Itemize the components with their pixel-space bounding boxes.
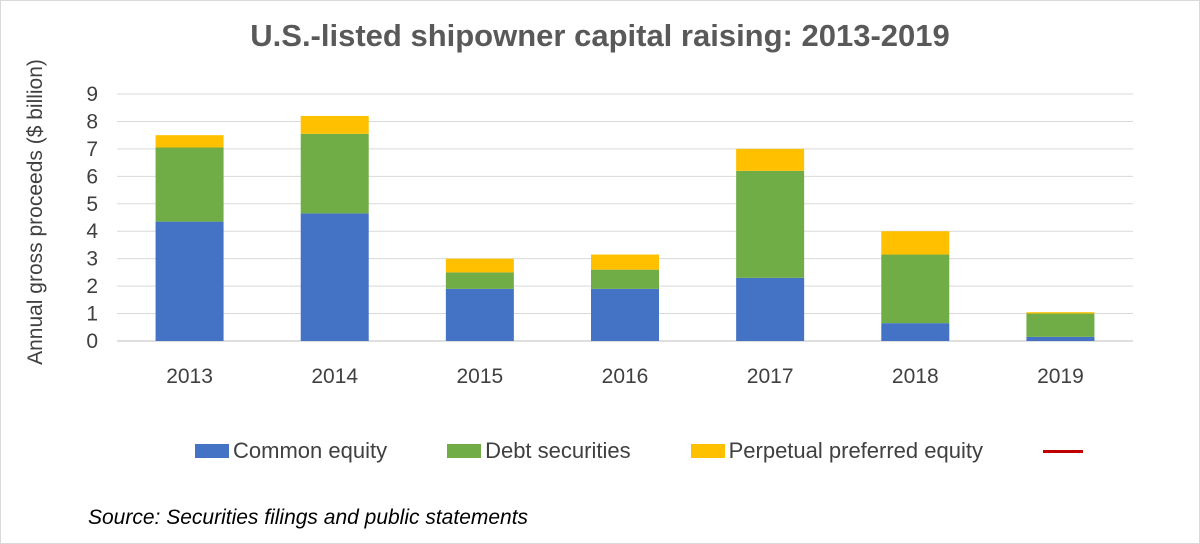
legend-label-perpetual-preferred: Perpetual preferred equity [728,438,983,463]
legend-line-swatch [1042,449,1083,453]
bar-debt-securities-2015 [445,272,514,289]
y-tick-label: 8 [86,110,98,133]
bar-common-equity-2018 [881,323,950,341]
legend-label-debt-securities: Debt securities [485,438,631,463]
bar-common-equity-2013 [155,221,224,341]
source-note: Source: Securities filings and public st… [88,506,529,529]
legend: Common equity Debt securities Perpetual … [195,438,1143,464]
bar-perpetual-preferred-equity-2019 [1026,312,1095,314]
chart-area: 0 1 2 3 4 5 6 7 8 9 Annual gross proceeds ($ billi… [24,59,1133,388]
y-axis-label: Annual gross proceeds ($ billion) [24,59,47,365]
chart-title: U.S.-listed shipowner capital raising: 2… [250,18,950,53]
y-tick-label: 9 [86,83,98,106]
bar-perpetual-preferred-equity-2017 [736,148,805,171]
y-tick-label: 1 [86,303,98,326]
bar-debt-securities-2019 [1026,313,1095,337]
bar-debt-securities-2014 [300,133,369,214]
bar-perpetual-preferred-equity-2016 [591,254,659,270]
legend-swatch-debt-securities [447,444,482,458]
bar-common-equity-2015 [445,288,514,341]
y-tick-label: 4 [86,220,98,243]
bar-perpetual-preferred-equity-2015 [445,258,514,273]
bar-common-equity-2017 [736,277,805,341]
x-tick-label: 2018 [892,365,939,388]
legend-swatch-perpetual-preferred [690,444,725,458]
y-tick-label: 2 [86,275,98,298]
x-tick-label: 2017 [747,365,794,388]
bar-debt-securities-2017 [736,170,805,278]
bar-perpetual-preferred-equity-2013 [155,135,224,148]
bar-perpetual-preferred-equity-2018 [881,231,950,255]
x-tick-label: 2013 [166,365,213,388]
bar-debt-securities-2013 [155,147,224,222]
bar-debt-securities-2016 [591,269,659,289]
bar-debt-securities-2018 [881,254,950,324]
y-tick-label: 7 [86,138,98,161]
x-tick-label: 2016 [602,365,649,388]
legend-item-perpetual-preferred: Perpetual preferred equity [690,438,983,464]
bar-perpetual-preferred-equity-2014 [300,115,369,134]
x-tick-label: 2014 [311,365,358,388]
legend-item-debt-securities: Debt securities [447,438,631,464]
y-tick-label: 0 [86,330,98,353]
legend-item-common-equity: Common equity [195,438,387,464]
y-tick-label: 3 [86,248,98,271]
bar-common-equity-2019 [1026,336,1095,341]
bar-common-equity-2016 [591,288,659,341]
bar-common-equity-2014 [300,213,369,341]
legend-swatch-common-equity [195,444,229,458]
x-tick-label: 2015 [456,365,503,388]
legend-label-common-equity: Common equity [233,438,388,463]
legend-item-line [1042,449,1083,453]
x-tick-label: 2019 [1037,365,1084,388]
y-tick-label: 6 [86,165,98,188]
y-tick-label: 5 [86,193,98,216]
